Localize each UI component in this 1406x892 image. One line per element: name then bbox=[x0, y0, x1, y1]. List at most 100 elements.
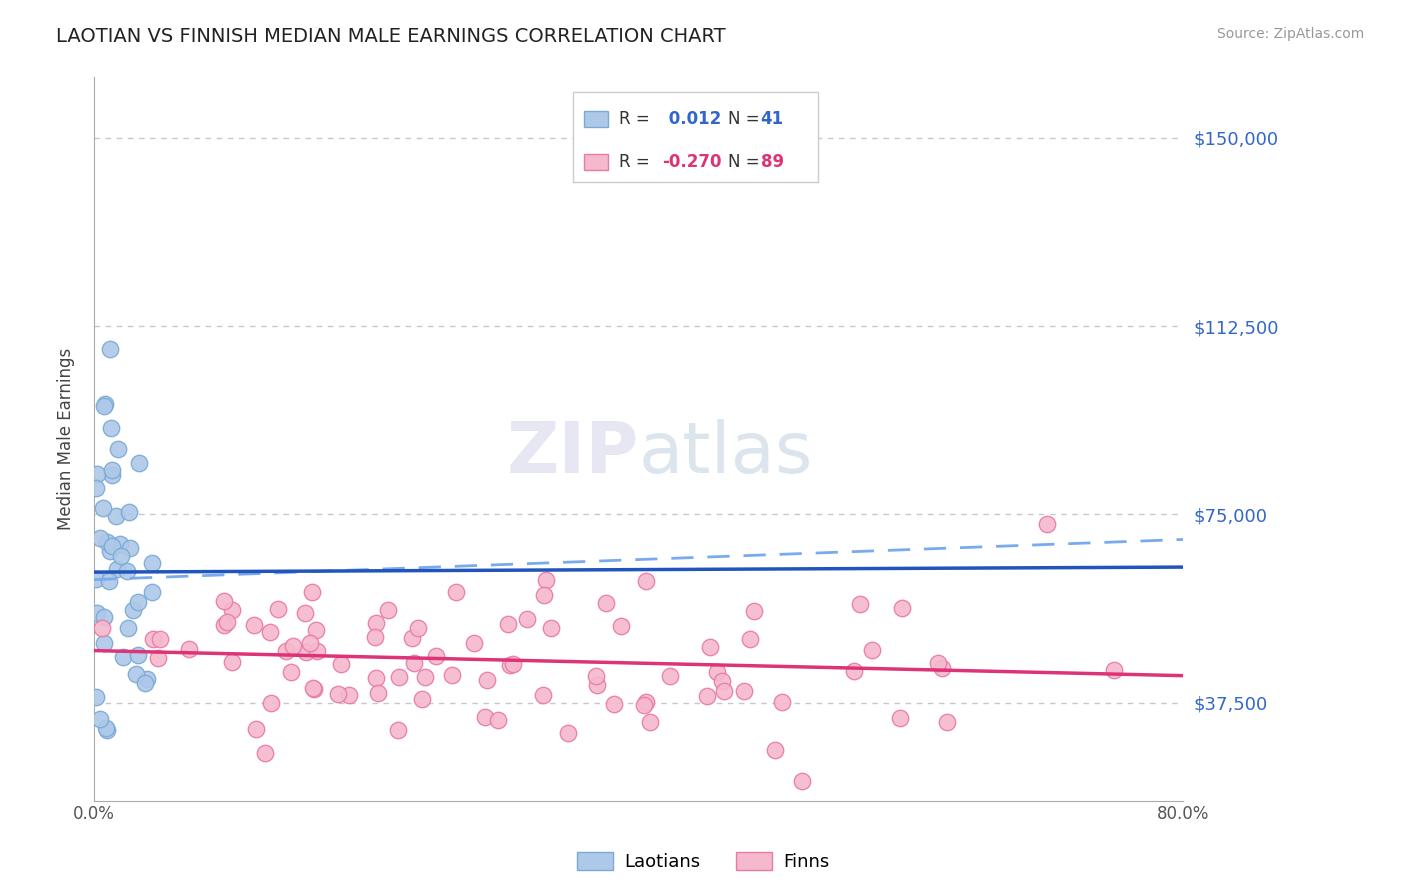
Point bbox=[142, 632, 165, 647]
Text: N =: N = bbox=[728, 110, 765, 128]
Point bbox=[790, 773, 813, 788]
Point bbox=[377, 603, 399, 617]
Point bbox=[84, 572, 107, 586]
Point bbox=[1102, 663, 1125, 677]
Point bbox=[302, 681, 325, 695]
Text: ZIP: ZIP bbox=[506, 419, 638, 488]
Point bbox=[927, 656, 949, 670]
Point bbox=[931, 660, 953, 674]
Point bbox=[534, 573, 557, 587]
Text: R =: R = bbox=[619, 153, 655, 171]
Point bbox=[402, 656, 425, 670]
Point bbox=[253, 746, 276, 760]
Point bbox=[425, 649, 447, 664]
Point bbox=[100, 421, 122, 435]
Point bbox=[141, 585, 163, 599]
Point bbox=[93, 399, 115, 413]
Point bbox=[475, 673, 498, 687]
Point bbox=[585, 669, 607, 683]
Point bbox=[141, 556, 163, 570]
Point bbox=[281, 640, 304, 654]
Point bbox=[474, 710, 496, 724]
Point bbox=[305, 644, 328, 658]
Point bbox=[411, 692, 433, 706]
Point bbox=[366, 671, 388, 685]
Point bbox=[91, 621, 114, 635]
Point bbox=[221, 655, 243, 669]
Point bbox=[86, 607, 108, 621]
Point bbox=[105, 562, 128, 576]
Point bbox=[101, 539, 124, 553]
Point bbox=[496, 617, 519, 632]
Point bbox=[267, 601, 290, 615]
Point bbox=[214, 617, 236, 632]
Point bbox=[413, 670, 436, 684]
Point bbox=[366, 615, 388, 630]
Text: LAOTIAN VS FINNISH MEDIAN MALE EARNINGS CORRELATION CHART: LAOTIAN VS FINNISH MEDIAN MALE EARNINGS … bbox=[56, 27, 725, 45]
Text: N =: N = bbox=[728, 153, 765, 171]
Point bbox=[406, 621, 429, 635]
Point bbox=[274, 644, 297, 658]
Point bbox=[849, 597, 872, 611]
Point bbox=[305, 623, 328, 637]
Point bbox=[294, 645, 316, 659]
Point bbox=[502, 657, 524, 672]
Point bbox=[125, 666, 148, 681]
Point bbox=[96, 534, 118, 549]
Point bbox=[221, 603, 243, 617]
Point bbox=[860, 643, 883, 657]
Point bbox=[93, 636, 115, 650]
Point bbox=[1036, 517, 1059, 532]
Point bbox=[533, 588, 555, 602]
Point bbox=[633, 698, 655, 712]
Point bbox=[91, 501, 114, 516]
Point bbox=[636, 695, 658, 709]
Point bbox=[243, 618, 266, 632]
Point bbox=[540, 621, 562, 635]
Point bbox=[658, 669, 681, 683]
Point bbox=[738, 632, 761, 647]
Text: R =: R = bbox=[619, 110, 655, 128]
Point bbox=[84, 481, 107, 495]
Point bbox=[499, 657, 522, 672]
Text: -0.270: -0.270 bbox=[662, 153, 723, 171]
Point bbox=[89, 712, 111, 726]
Point bbox=[98, 342, 121, 356]
Point bbox=[585, 678, 607, 692]
Point bbox=[298, 635, 321, 649]
Text: 0.012: 0.012 bbox=[662, 110, 721, 128]
Text: 89: 89 bbox=[761, 153, 783, 171]
Point bbox=[301, 584, 323, 599]
Point bbox=[93, 609, 115, 624]
Point bbox=[936, 714, 959, 729]
Point bbox=[302, 681, 325, 696]
Point bbox=[215, 615, 238, 629]
Point bbox=[636, 574, 658, 589]
Point bbox=[733, 684, 755, 698]
Point bbox=[89, 531, 111, 545]
Y-axis label: Median Male Earnings: Median Male Earnings bbox=[58, 348, 75, 530]
Point bbox=[97, 574, 120, 588]
Point bbox=[699, 640, 721, 654]
Text: 41: 41 bbox=[761, 110, 783, 128]
Point bbox=[516, 612, 538, 626]
Point bbox=[444, 585, 467, 599]
Point bbox=[387, 723, 409, 737]
Point bbox=[259, 624, 281, 639]
Point bbox=[134, 675, 156, 690]
Point bbox=[595, 596, 617, 610]
Point bbox=[110, 549, 132, 563]
Text: Source: ZipAtlas.com: Source: ZipAtlas.com bbox=[1216, 27, 1364, 41]
Point bbox=[891, 601, 914, 615]
Point bbox=[294, 606, 316, 620]
Point bbox=[337, 689, 360, 703]
Point bbox=[101, 463, 124, 477]
Point bbox=[638, 715, 661, 730]
Point bbox=[260, 696, 283, 710]
Point bbox=[86, 467, 108, 482]
Point bbox=[121, 603, 143, 617]
Point bbox=[136, 672, 159, 686]
Point bbox=[696, 689, 718, 703]
Point bbox=[94, 397, 117, 411]
Point bbox=[110, 537, 132, 551]
